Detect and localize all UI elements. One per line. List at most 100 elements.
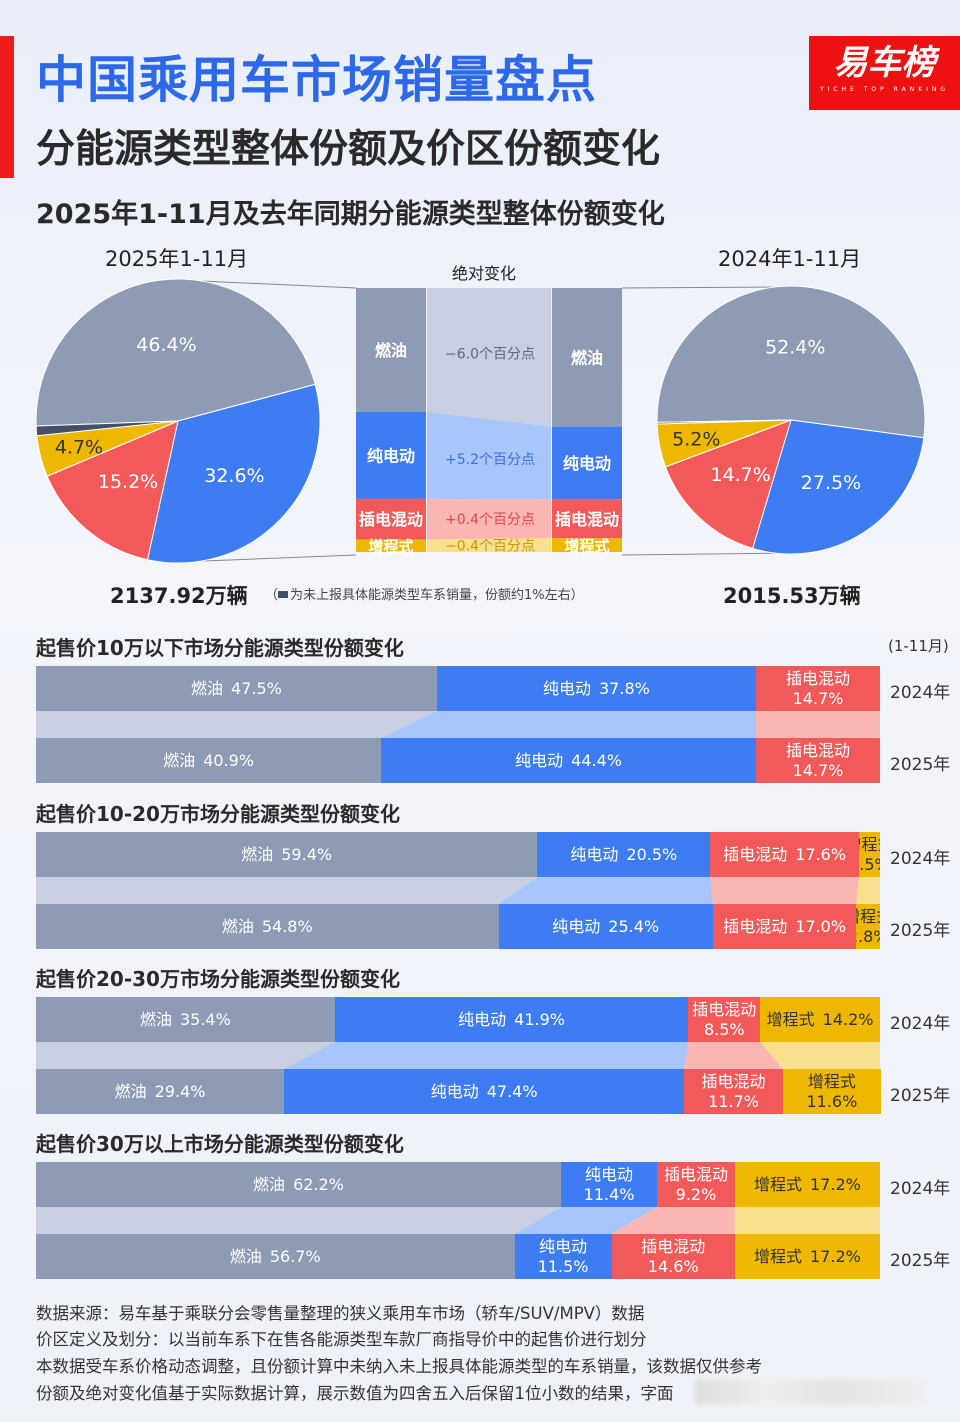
segment-name: 燃油: [139, 1009, 172, 1029]
pie-slice-phev: [664, 419, 792, 550]
bar-2024-bev: [552, 426, 622, 500]
pie-slice-unknown: [35, 420, 179, 437]
transition-band: [36, 711, 880, 738]
segment-name: 插电混动: [723, 844, 788, 864]
segment-value: 17.6%: [787, 844, 847, 864]
logo-subtext: YICHE TOP RANKING: [819, 86, 950, 93]
bar-2025-phev: [356, 498, 426, 540]
segment-value: 8.5%: [703, 1019, 745, 1039]
segment-name: 纯电动: [552, 916, 601, 936]
segment-value: 17.2%: [802, 1246, 861, 1266]
segment-erev: 增程式 14.2%: [760, 997, 880, 1042]
transition-phev: [611, 1207, 735, 1234]
transition-fuel: [36, 711, 437, 738]
segment-value: 20.5%: [618, 844, 678, 864]
segment-bev: 纯电动 11.5%: [514, 1234, 612, 1279]
segment-name: 增程式: [753, 1246, 802, 1266]
segment-name: 增程式: [807, 1071, 856, 1091]
segment-name: 纯电动: [539, 1236, 588, 1256]
unknown-legend-swatch: [278, 591, 289, 598]
segment-name: 纯电动: [542, 678, 591, 698]
segment-name: 燃油: [241, 844, 274, 864]
transition-band: [36, 877, 880, 904]
segment-value: 11.4%: [583, 1184, 635, 1204]
pie-label-fuel: 52.4%: [765, 336, 825, 358]
segment-name: 燃油: [114, 1081, 147, 1101]
transition-erev: [760, 1042, 880, 1069]
segment-name: 插电混动: [785, 740, 850, 760]
bar-2024-erev: [552, 538, 622, 552]
segment-bev: 纯电动 20.5%: [537, 832, 711, 877]
connector-line: [177, 279, 357, 289]
transition-bev: [284, 1042, 689, 1069]
segment-value: 37.8%: [591, 678, 650, 698]
pie-slice-bev: [146, 383, 321, 564]
accent-bar: [0, 36, 14, 178]
segment-name: 燃油: [253, 1174, 286, 1194]
total-2024: 2015.53万辆: [723, 584, 861, 608]
change-band-bev: [427, 411, 551, 500]
segment-erev: 增程式 11.6%: [782, 1069, 881, 1114]
page-title: 中国乘用车市场销量盘点: [36, 51, 597, 109]
segment-value: 47.5%: [223, 678, 282, 698]
pie-slice-phev: [46, 420, 179, 561]
segment-phev: 插电混动 9.2%: [657, 1162, 735, 1207]
segment-name: 燃油: [163, 750, 196, 770]
segment-value: 14.7%: [792, 688, 844, 708]
transition-band: [36, 1207, 880, 1234]
bar-2024-phev: [552, 499, 622, 539]
bar-label-fuel: 燃油: [375, 341, 407, 360]
segment-value: 17.0%: [787, 916, 847, 936]
transition-phev: [710, 877, 859, 904]
bar-label-erev: 增程式: [368, 538, 413, 556]
segment-bev: 纯电动 11.4%: [560, 1162, 658, 1207]
transition-bev: [514, 1207, 658, 1234]
segment-value: 14.6%: [647, 1256, 699, 1276]
footer-price-definition: 价区定义及划分：以当前车系下在售各能源类型车款厂商指导价中的起售价进行划分: [36, 1330, 647, 1349]
change-band-fuel: [427, 288, 551, 427]
segment-name: 增程式: [766, 1009, 815, 1029]
transition-fuel: [36, 877, 538, 904]
segment-phev: 插电混动 17.6%: [710, 832, 859, 877]
pie-label-fuel: 46.4%: [136, 334, 196, 356]
price-chart-title: 起售价20-30万市场分能源类型份额变化: [36, 967, 400, 991]
connector-line: [621, 286, 792, 289]
segment-name: 插电混动: [641, 1236, 706, 1256]
pie-slice-unknown: [656, 419, 792, 425]
segment-value: 62.2%: [285, 1174, 344, 1194]
transition-phev: [684, 1042, 783, 1069]
transition-bev: [381, 711, 756, 738]
segment-value: 25.4%: [600, 916, 660, 936]
segment-erev: 增程式 17.2%: [734, 1234, 880, 1279]
pie-2025-title: 2025年1-11月: [105, 247, 249, 271]
segment-fuel: 燃油 47.5%: [36, 666, 437, 711]
pie-label-phev: 14.7%: [710, 464, 770, 486]
connector-line: [177, 554, 357, 563]
segment-name: 增程式: [859, 834, 880, 854]
bar-2025-bev: [356, 411, 426, 499]
segment-name: 纯电动: [570, 844, 619, 864]
period-label: (1-11月): [888, 637, 949, 655]
segment-erev: 增程式2.8%: [856, 904, 880, 949]
pie-label-phev: 15.2%: [98, 471, 158, 493]
segment-erev: 增程式 17.2%: [734, 1162, 880, 1207]
pie-slice-fuel: [656, 285, 926, 439]
change-value-phev: +0.4个百分点: [445, 512, 535, 528]
segment-value: 2.5%: [859, 854, 880, 874]
segment-phev: 插电混动 8.5%: [688, 997, 761, 1042]
segment-name: 插电混动: [692, 999, 757, 1019]
price-chart-title: 起售价10-20万市场分能源类型份额变化: [36, 802, 400, 826]
bar-label-erev: 增程式: [564, 537, 609, 555]
segment-value: 47.4%: [478, 1081, 538, 1101]
price-chart-title: 起售价10万以下市场分能源类型份额变化: [36, 636, 404, 660]
change-value-fuel: −6.0个百分点: [445, 347, 535, 363]
segment-value: 40.9%: [195, 750, 255, 770]
segment-name: 纯电动: [430, 1081, 479, 1101]
bar-label-fuel: 燃油: [571, 348, 603, 367]
change-value-bev: +5.2个百分点: [445, 452, 535, 468]
segment-fuel: 燃油 40.9%: [36, 738, 382, 783]
transition-erev: [856, 877, 880, 904]
bar-label-phev: 插电混动: [555, 510, 619, 529]
footer-source: 数据来源：易车基于乘联分会零售量整理的狭义乘用车市场（轿车/SUV/MPV）数据: [36, 1304, 645, 1323]
transition-band: [36, 1042, 880, 1069]
